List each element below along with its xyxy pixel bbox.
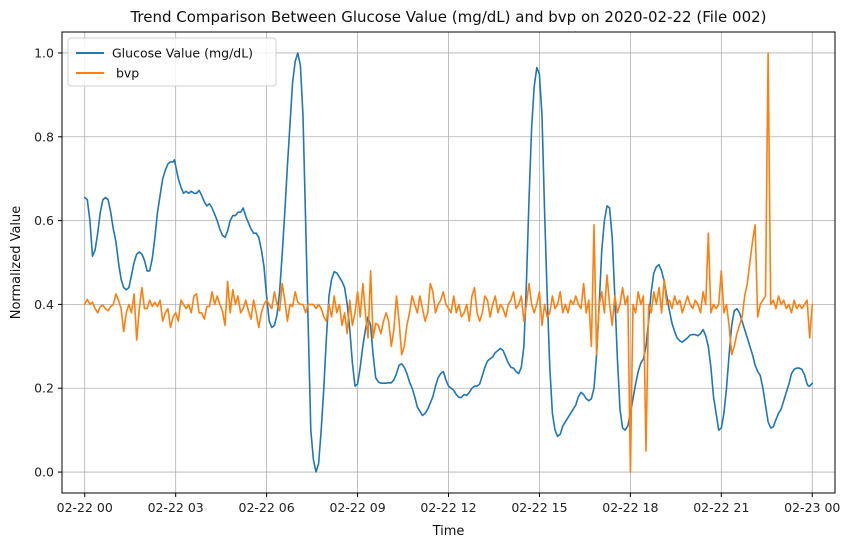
chart-title: Trend Comparison Between Glucose Value (… (129, 8, 766, 26)
series-line-bvp (83, 52, 814, 473)
legend-label: Glucose Value (mg/dL) (112, 46, 253, 61)
grid (62, 32, 835, 493)
axis-ticks: 02-22 00 02-22 03 02-22 06 02-22 09 02-22 12… (34, 45, 840, 515)
plot-series (83, 52, 814, 473)
y-tick-label: 0.2 (34, 381, 54, 396)
y-axis-label: Normalized Value (9, 206, 24, 320)
x-tick-label: 02-22 12 (420, 500, 476, 515)
x-axis-label: Time (432, 524, 465, 539)
x-tick-label: 02-22 21 (693, 500, 749, 515)
y-tick-label: 0.0 (34, 465, 54, 480)
legend-label: bvp (112, 66, 139, 81)
y-tick-label: 0.6 (34, 213, 54, 228)
series-line-glucose (83, 52, 814, 473)
legend-box (67, 37, 277, 87)
plot-frame (61, 31, 836, 494)
legend: Glucose Value (mg/dL) bvp (67, 37, 277, 87)
x-tick-label: 02-23 00 (784, 500, 840, 515)
x-tick-label: 02-22 06 (239, 500, 295, 515)
x-tick-label: 02-22 03 (148, 500, 204, 515)
y-tick-label: 0.4 (34, 297, 54, 312)
y-tick-label: 0.8 (34, 129, 54, 144)
x-tick-label: 02-22 18 (602, 500, 658, 515)
x-tick-label: 02-22 15 (511, 500, 567, 515)
x-tick-label: 02-22 09 (329, 500, 385, 515)
y-tick-label: 1.0 (34, 45, 54, 60)
x-tick-label: 02-22 00 (57, 500, 113, 515)
